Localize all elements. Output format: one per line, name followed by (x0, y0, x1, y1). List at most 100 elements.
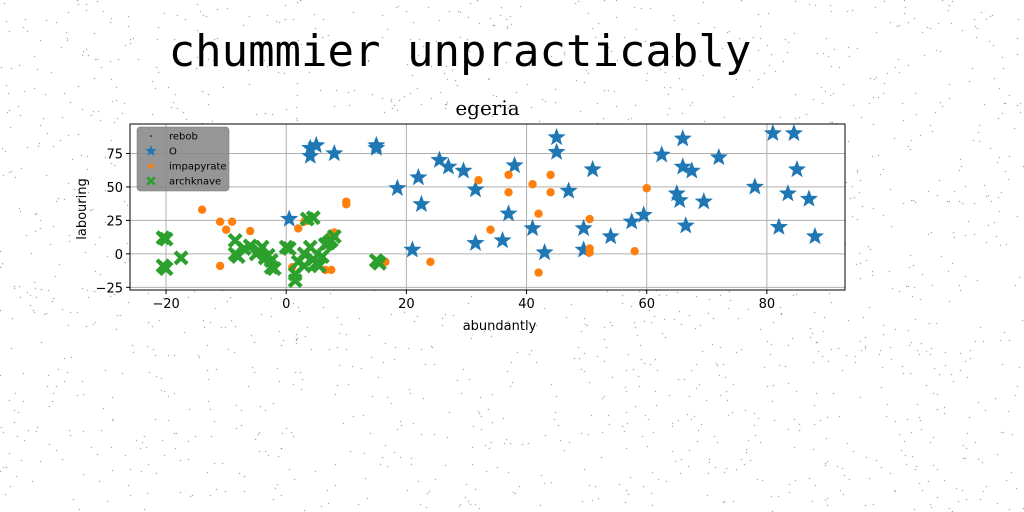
legend-label: O (169, 147, 177, 158)
legend-marker-O (145, 145, 157, 156)
data-point-O (280, 209, 299, 227)
data-point-impapyrate (342, 200, 351, 209)
x-axis-label: abundantly (463, 319, 537, 334)
data-point-O (454, 161, 473, 179)
data-point-O (412, 194, 431, 213)
data-point-impapyrate (474, 176, 483, 185)
data-point-impapyrate (197, 205, 207, 214)
data-point-archknave (371, 255, 387, 271)
legend-label: archknave (169, 177, 221, 188)
legend-marker-impapyrate (148, 163, 154, 169)
plot-area (130, 124, 845, 290)
data-point-O (799, 189, 818, 207)
data-point-impapyrate (504, 188, 513, 197)
axis-ticks: −20 0 20 40 60 80 −25 0 25 50 75 (96, 147, 776, 312)
data-point-O (676, 216, 695, 234)
data-point-archknave (287, 273, 303, 289)
data-point-O (499, 204, 518, 222)
data-point-O (763, 123, 782, 142)
data-point-O (787, 160, 806, 178)
legend-label: impapyrate (169, 162, 227, 173)
data-point-O (523, 218, 542, 237)
data-point-O (769, 217, 788, 235)
data-point-O (652, 145, 671, 163)
legend-label: rebob (169, 132, 198, 143)
data-point-O (466, 233, 485, 251)
data-point-O (709, 147, 728, 166)
data-point-archknave (326, 228, 342, 244)
y-tick-label: 25 (106, 214, 123, 229)
data-point-impapyrate (630, 246, 639, 256)
data-points (155, 123, 824, 289)
data-point-O (673, 129, 692, 147)
data-point-O (805, 226, 824, 245)
data-point-impapyrate (486, 225, 495, 234)
data-point-O (559, 181, 578, 199)
data-point-impapyrate (528, 180, 537, 189)
data-point-impapyrate (227, 217, 237, 226)
data-point-O (301, 146, 320, 164)
data-point-impapyrate (426, 257, 435, 267)
data-point-O (367, 138, 386, 156)
data-point-O (388, 178, 407, 196)
legend-marker-archknave (146, 176, 156, 186)
data-point-impapyrate (245, 226, 255, 236)
data-point-archknave (311, 258, 327, 274)
data-point-O (547, 127, 566, 146)
data-point-impapyrate (642, 184, 651, 193)
data-point-O (505, 156, 524, 174)
data-point-O (409, 168, 428, 186)
y-tick-label: 50 (106, 181, 123, 196)
data-point-impapyrate (327, 265, 336, 275)
data-point-impapyrate (546, 188, 555, 197)
x-tick-label: −20 (152, 297, 179, 312)
data-point-archknave (281, 241, 297, 256)
data-point-O (439, 157, 458, 175)
data-point-O (745, 177, 764, 195)
x-tick-label: 60 (638, 297, 655, 312)
x-tick-label: 0 (282, 297, 290, 312)
legend-box (136, 126, 230, 192)
data-point-O (682, 161, 701, 179)
data-point-impapyrate (215, 261, 225, 271)
y-axis-label: labouring (75, 178, 90, 239)
data-point-O (466, 180, 485, 198)
legend-marker-rebob (150, 135, 152, 137)
data-point-O (583, 160, 602, 178)
data-point-O (778, 184, 797, 202)
data-point-impapyrate (585, 214, 594, 224)
data-point-archknave (305, 210, 321, 226)
data-point-impapyrate (546, 170, 555, 180)
data-point-O (667, 184, 686, 202)
data-point-impapyrate (534, 209, 543, 218)
data-point-O (574, 218, 593, 237)
data-point-O (622, 212, 641, 230)
y-tick-label: 0 (115, 248, 123, 263)
data-point-O (403, 240, 422, 258)
data-point-impapyrate (221, 225, 231, 234)
figure-suptitle: chummier unpracticably (168, 26, 752, 77)
data-point-O (493, 230, 512, 249)
data-point-archknave (158, 261, 174, 277)
data-point-archknave (173, 250, 189, 266)
data-point-archknave (158, 231, 174, 247)
data-point-O (673, 157, 692, 175)
data-point-impapyrate (215, 217, 225, 226)
axes-frame (129, 123, 846, 291)
x-tick-label: 80 (759, 297, 776, 312)
data-point-O (535, 243, 554, 261)
data-point-O (430, 150, 449, 168)
data-point-impapyrate (534, 268, 543, 277)
data-point-O (574, 240, 593, 258)
y-tick-label: 75 (106, 147, 123, 162)
data-point-impapyrate (504, 170, 513, 180)
data-point-O (634, 205, 653, 223)
data-point-O (784, 123, 803, 142)
data-point-O (325, 143, 344, 162)
data-point-O (670, 190, 689, 208)
data-point-archknave (266, 261, 282, 277)
x-tick-label: 40 (518, 297, 535, 312)
data-point-O (694, 192, 713, 210)
